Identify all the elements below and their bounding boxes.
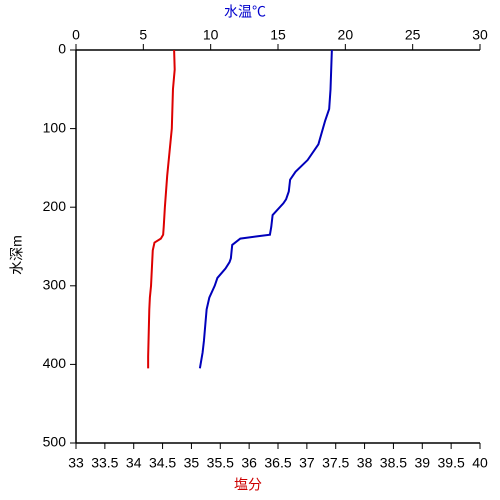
x2-tick-label: 10 xyxy=(203,27,219,43)
x-tick-label: 35.5 xyxy=(207,455,234,471)
x-tick-label: 38 xyxy=(357,455,373,471)
y-tick-label: 300 xyxy=(43,277,67,293)
profile-line xyxy=(198,49,333,369)
y-tick-label: 400 xyxy=(43,355,67,371)
x2-tick-label: 0 xyxy=(72,27,80,43)
x-tick-label: 37.5 xyxy=(322,455,349,471)
x2-tick-label: 15 xyxy=(270,27,286,43)
x-tick-label: 38.5 xyxy=(380,455,407,471)
x-tick-label: 40 xyxy=(472,455,488,471)
y-tick-label: 100 xyxy=(43,119,67,135)
profile-line xyxy=(147,49,176,369)
x-tick-label: 35 xyxy=(184,455,200,471)
x-tick-label: 33 xyxy=(68,455,84,471)
x-tick-label: 36 xyxy=(241,455,257,471)
x2-tick-label: 30 xyxy=(472,27,488,43)
y-tick-label: 0 xyxy=(58,41,66,57)
bottom-axis-title: 塩分 xyxy=(234,477,262,493)
x2-tick-label: 5 xyxy=(139,27,147,43)
top-axis-title: 水温℃ xyxy=(224,4,266,20)
x-tick-label: 34 xyxy=(126,455,142,471)
x-tick-label: 37 xyxy=(299,455,315,471)
y-tick-label: 200 xyxy=(43,198,67,214)
x-tick-label: 39 xyxy=(414,455,430,471)
x-tick-label: 34.5 xyxy=(149,455,176,471)
x-tick-label: 39.5 xyxy=(438,455,465,471)
x2-tick-label: 20 xyxy=(338,27,354,43)
y-tick-label: 500 xyxy=(43,434,67,450)
x-tick-label: 33.5 xyxy=(91,455,118,471)
y-axis-title: 水深m xyxy=(9,235,25,275)
x-tick-label: 36.5 xyxy=(264,455,291,471)
x2-tick-label: 25 xyxy=(405,27,421,43)
